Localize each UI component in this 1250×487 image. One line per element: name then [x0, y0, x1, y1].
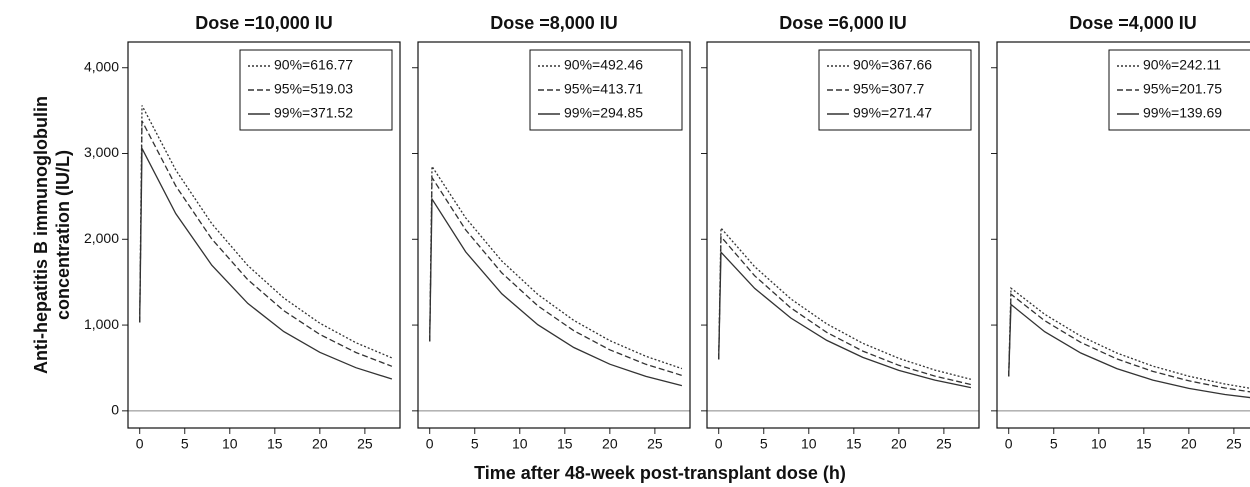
x-tick-label: 10: [1091, 436, 1107, 452]
x-tick-label: 25: [357, 436, 373, 452]
x-tick-label: 20: [602, 436, 618, 452]
x-tick-label: 5: [760, 436, 768, 452]
series-line: [718, 234, 972, 386]
legend-label: 99%=139.69: [1143, 105, 1222, 121]
panel-title: Dose =8,000 IU: [490, 13, 618, 33]
series-line: [139, 148, 393, 380]
x-tick-label: 15: [1136, 436, 1152, 452]
y-tick-label: 3,000: [84, 144, 119, 160]
legend-box: [529, 49, 683, 131]
series-line: [1008, 303, 1250, 399]
legend-label: 99%=271.47: [853, 105, 932, 121]
x-tick-label: 10: [801, 436, 817, 452]
plot-frame: [127, 41, 401, 429]
legend-label: 95%=519.03: [274, 81, 353, 97]
x-tick-label: 15: [267, 436, 283, 452]
series-line: [139, 105, 393, 359]
x-tick-label: 20: [891, 436, 907, 452]
panel-title: Dose =6,000 IU: [779, 13, 907, 33]
x-tick-label: 25: [1226, 436, 1242, 452]
legend-box: [239, 49, 393, 131]
legend-label: 95%=201.75: [1143, 81, 1222, 97]
legend-label: 99%=294.85: [564, 105, 643, 121]
x-tick-label: 5: [181, 436, 189, 452]
legend-label: 95%=307.7: [853, 81, 924, 97]
plot-frame: [417, 41, 691, 429]
y-tick-label: 1,000: [84, 316, 119, 332]
series-line: [429, 175, 683, 377]
legend-label: 99%=371.52: [274, 105, 353, 121]
x-tick-label: 20: [1181, 436, 1197, 452]
series-line: [718, 226, 972, 380]
series-line: [1008, 286, 1250, 389]
y-tick-label: 2,000: [84, 230, 119, 246]
legend-label: 90%=242.11: [1143, 57, 1221, 73]
x-tick-label: 0: [1005, 436, 1013, 452]
series-line: [429, 164, 683, 370]
x-tick-label: 25: [936, 436, 952, 452]
plot-frame: [996, 41, 1250, 429]
series-line: [429, 196, 683, 387]
panel-title: Dose =10,000 IU: [195, 13, 333, 33]
x-tick-label: 25: [647, 436, 663, 452]
x-tick-label: 15: [557, 436, 573, 452]
legend-box: [818, 49, 972, 131]
y-axis-label: concentration (IU/L): [53, 150, 73, 320]
x-tick-label: 5: [1050, 436, 1058, 452]
series-line: [139, 120, 393, 367]
legend-label: 90%=367.66: [853, 57, 932, 73]
x-tick-label: 10: [512, 436, 528, 452]
y-tick-label: 0: [111, 402, 119, 418]
legend-label: 90%=616.77: [274, 57, 353, 73]
legend-label: 95%=413.71: [564, 81, 643, 97]
y-axis-label: Anti-hepatitis B immunoglobulin: [31, 96, 51, 374]
x-tick-label: 5: [471, 436, 479, 452]
x-tick-label: 10: [222, 436, 238, 452]
x-tick-label: 20: [312, 436, 328, 452]
x-axis-label: Time after 48-week post-transplant dose …: [474, 463, 846, 483]
x-tick-label: 0: [715, 436, 723, 452]
panel-title: Dose =4,000 IU: [1069, 13, 1197, 33]
legend-box: [1108, 49, 1250, 131]
series-line: [718, 250, 972, 389]
x-tick-label: 0: [136, 436, 144, 452]
x-tick-label: 15: [846, 436, 862, 452]
series-line: [1008, 292, 1250, 393]
x-tick-label: 0: [426, 436, 434, 452]
plot-frame: [706, 41, 980, 429]
legend-label: 90%=492.46: [564, 57, 643, 73]
y-tick-label: 4,000: [84, 58, 119, 74]
